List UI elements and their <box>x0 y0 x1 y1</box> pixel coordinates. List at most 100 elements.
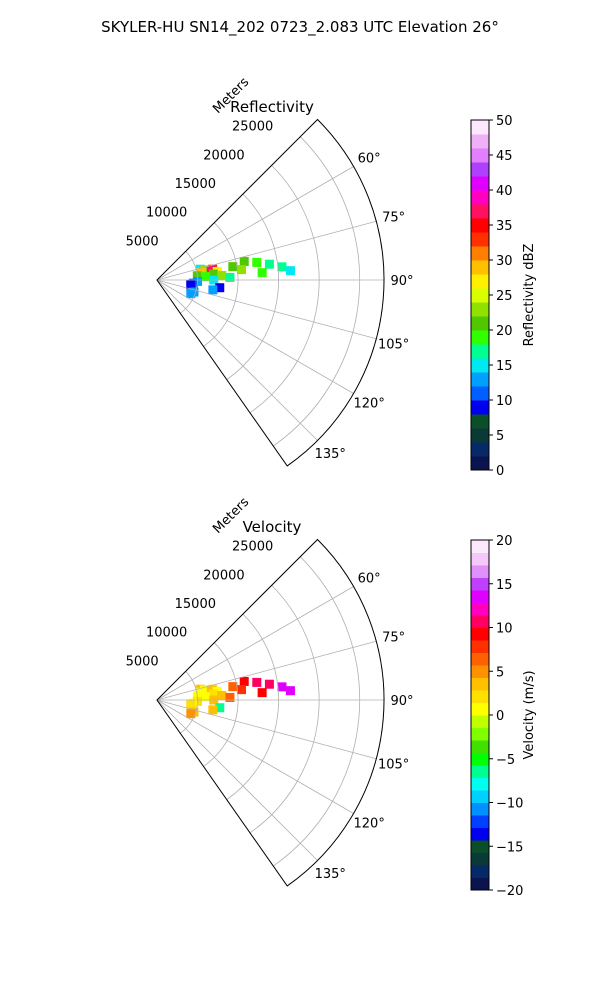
colorbar-tick-label: 15 <box>496 359 513 374</box>
colorbar-segment <box>471 877 489 891</box>
colorbar-segment <box>471 715 489 728</box>
range-ring <box>180 671 198 734</box>
reflectivity-panel: Reflectivity60°75°90°105°120°135°5000100… <box>126 75 537 479</box>
range-ring <box>180 251 198 314</box>
range-ring <box>273 136 360 447</box>
radial-tick-label: 25000 <box>232 540 273 555</box>
colorbar-segment <box>471 640 489 653</box>
data-cell <box>252 677 262 687</box>
data-cell <box>252 257 262 267</box>
panel-title: Velocity <box>243 518 302 536</box>
colorbar-segment <box>471 727 489 741</box>
figure-title: SKYLER-HU SN14_202 0723_2.083 UTC Elevat… <box>101 18 499 37</box>
colorbar-segment <box>471 274 489 289</box>
azimuth-tick-label: 90° <box>390 694 413 709</box>
colorbar-segment <box>471 865 489 878</box>
colorbar-segment <box>471 456 489 471</box>
sector-frame <box>156 118 385 467</box>
colorbar-segment <box>471 802 489 816</box>
colorbar: −20 −15 −10 −5 0 5 10 15 20 Velocity (m/s) <box>470 534 537 899</box>
colorbar-tick-label: 0 <box>496 464 504 479</box>
colorbar-tick-label: 50 <box>496 114 513 129</box>
colorbar-tick-label: 45 <box>496 149 513 164</box>
colorbar-segment <box>471 752 489 766</box>
colorbar-tick-label: −10 <box>496 797 523 812</box>
colorbar-segment <box>471 288 489 303</box>
data-cell <box>239 256 249 266</box>
colorbar-segment <box>471 204 489 219</box>
colorbar-segment <box>471 840 489 853</box>
colorbar-segment <box>471 827 489 841</box>
data-cell <box>186 700 196 710</box>
azimuth-tick-label: 75° <box>382 631 405 646</box>
colorbar-segment <box>471 358 489 373</box>
data-cell <box>208 285 218 295</box>
azimuth-tick-label: 105° <box>378 337 409 352</box>
colorbar-segment <box>471 246 489 261</box>
azimuth-spoke <box>156 279 318 441</box>
colorbar-segment <box>471 552 489 566</box>
data-cell <box>257 268 267 278</box>
colorbar-tick-label: 5 <box>496 665 504 680</box>
data-cell <box>236 265 246 275</box>
data-cell <box>215 703 225 713</box>
range-ring <box>226 613 279 800</box>
azimuth-spoke <box>156 586 354 701</box>
colorbar-segment <box>471 120 489 135</box>
radial-tick-label: 15000 <box>175 177 216 192</box>
colorbar-tick-label: 35 <box>496 219 513 234</box>
radial-tick-label: 10000 <box>146 626 187 641</box>
colorbar-segment <box>471 790 489 803</box>
azimuth-tick-label: 60° <box>358 572 381 587</box>
range-ring <box>249 585 320 834</box>
azimuth-tick-label: 90° <box>390 274 413 289</box>
data-cell <box>285 266 295 276</box>
azimuth-spoke <box>156 699 377 760</box>
data-cell <box>215 283 225 293</box>
colorbar-segment <box>471 330 489 345</box>
data-cell <box>277 262 287 272</box>
range-ring <box>226 193 279 380</box>
colorbar-segment <box>471 590 489 603</box>
colorbar-segment <box>471 400 489 415</box>
colorbar-segment <box>471 540 489 553</box>
data-cell <box>186 289 196 299</box>
data-cell <box>217 690 227 700</box>
colorbar-segment <box>471 852 489 866</box>
colorbar-segment <box>471 765 489 778</box>
panel-title: Reflectivity <box>230 98 314 116</box>
velocity-panel: Velocity 60° 75° 90° 105° 120° 135° 5000 10000 15… <box>126 495 537 899</box>
range-ring <box>249 165 320 414</box>
colorbar-tick-label: −5 <box>496 753 515 768</box>
colorbar-segment <box>471 652 489 666</box>
azimuth-tick-label: 135° <box>315 867 346 882</box>
colorbar-segment <box>471 777 489 791</box>
data-cell <box>257 688 267 698</box>
azimuth-spoke <box>156 166 354 281</box>
colorbar-segment <box>471 627 489 641</box>
colorbar-segment <box>471 372 489 387</box>
data-cell <box>201 692 211 702</box>
colorbar-tick-label: 25 <box>496 289 513 304</box>
data-cell <box>225 272 235 282</box>
colorbar-segment <box>471 428 489 443</box>
colorbar-tick-label: 10 <box>496 394 513 409</box>
azimuth-tick-label: 60° <box>358 152 381 167</box>
colorbar-segment <box>471 386 489 401</box>
data-cell <box>217 270 227 280</box>
colorbar-segment <box>471 702 489 716</box>
colorbar-segment <box>471 677 489 691</box>
data-cell <box>236 685 246 695</box>
colorbar-segment <box>471 162 489 177</box>
azimuth-spoke <box>156 699 318 861</box>
colorbar-segment <box>471 190 489 205</box>
radial-tick-label: 20000 <box>203 568 244 583</box>
colorbar-tick-label: 5 <box>496 429 504 444</box>
data-cell <box>186 709 196 719</box>
colorbar-segment <box>471 218 489 233</box>
colorbar-segment <box>471 344 489 359</box>
colorbar-tick-label: −15 <box>496 840 523 855</box>
radial-tick-label: 10000 <box>146 206 187 221</box>
colorbar-tick-label: 40 <box>496 184 513 199</box>
